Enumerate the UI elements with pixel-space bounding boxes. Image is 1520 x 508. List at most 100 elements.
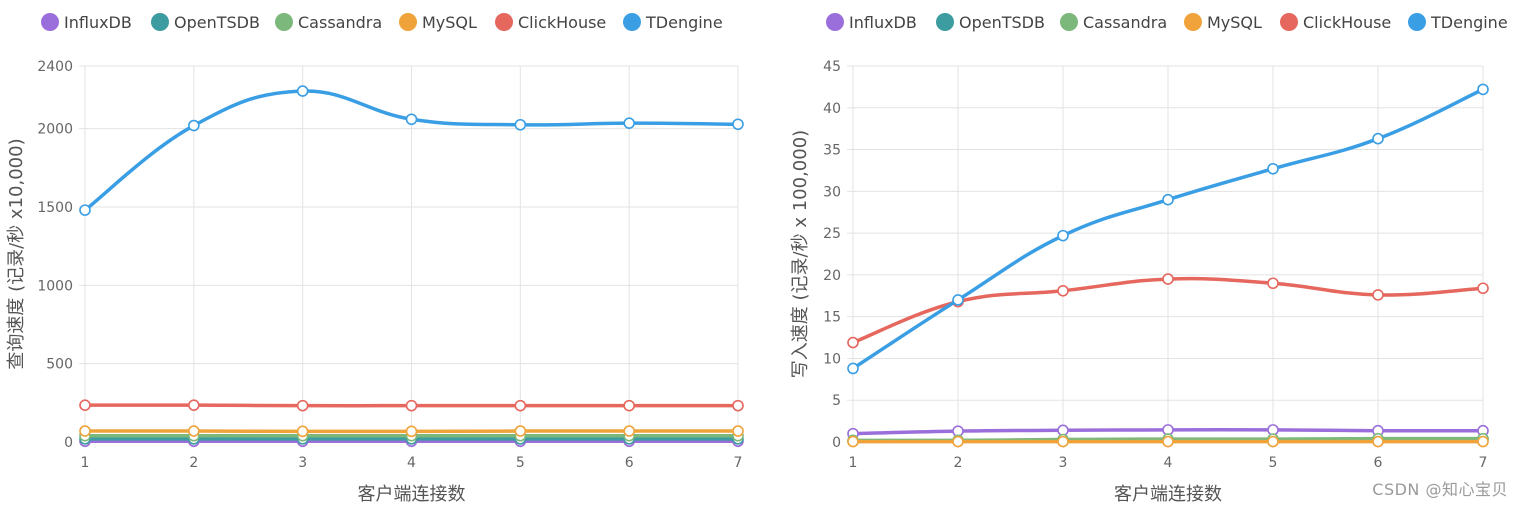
query-chart-x-tick-label: 7	[734, 455, 743, 471]
query-chart-x-tick-label: 5	[516, 455, 525, 471]
write-chart-legend: InfluxDB OpenTSDB Cassandra MySQL ClickHouse…	[826, 13, 1508, 32]
query-chart-y-tick-label: 2400	[37, 59, 73, 75]
write-speed-chart: InfluxDB OpenTSDB Cassandra MySQL ClickHouse…	[760, 0, 1520, 508]
write-chart-x-axis-title: 客户端连接数	[1114, 484, 1222, 505]
query-chart-point-clickhouse-6[interactable]	[623, 399, 635, 412]
write-chart-legend-label-clickhouse: ClickHouse	[1303, 13, 1391, 32]
query-chart-point-clickhouse-4[interactable]	[405, 399, 418, 412]
write-chart-point-tdengine-2[interactable]	[952, 294, 964, 306]
write-chart-point-clickhouse-1[interactable]	[847, 336, 859, 349]
query-chart-point-tdengine-6[interactable]	[623, 117, 635, 129]
query-chart-legend-item-cassandra[interactable]: Cassandra	[275, 13, 382, 32]
write-chart-legend-label-tdengine: TDengine	[1430, 13, 1508, 32]
query-chart-point-tdengine-7[interactable]	[732, 118, 744, 131]
query-chart-legend-swatch-tdengine	[623, 13, 641, 31]
write-chart-x-tick-label: 7	[1479, 455, 1488, 471]
write-chart-series-tdengine	[847, 83, 1489, 375]
query-chart-legend-swatch-mysql	[399, 13, 417, 31]
write-chart-y-axis-title: 写入速度 (记录/秒 x 100,000)	[790, 130, 811, 378]
write-chart-point-clickhouse-4[interactable]	[1162, 273, 1174, 285]
query-chart-point-mysql-1[interactable]	[79, 425, 91, 437]
query-chart-legend-item-opentsdb[interactable]: OpenTSDB	[151, 13, 260, 32]
query-chart-legend-label-tdengine: TDengine	[645, 13, 723, 32]
write-chart-legend-label-cassandra: Cassandra	[1083, 13, 1167, 32]
query-chart-legend-item-tdengine[interactable]: TDengine	[623, 13, 723, 32]
query-chart-point-tdengine-1[interactable]	[79, 204, 91, 216]
write-chart-x-tick-label: 2	[954, 455, 963, 471]
query-chart-point-tdengine-4[interactable]	[405, 113, 418, 126]
query-chart-point-mysql-6[interactable]	[623, 425, 635, 437]
write-chart-y-tick-label: 10	[823, 351, 841, 367]
query-chart-legend-item-influxdb[interactable]: InfluxDB	[41, 13, 132, 32]
write-chart-point-tdengine-4[interactable]	[1162, 193, 1174, 206]
write-chart-point-mysql-7[interactable]	[1477, 435, 1489, 448]
query-chart-legend-item-clickhouse[interactable]: ClickHouse	[495, 13, 606, 32]
query-chart-legend-label-clickhouse: ClickHouse	[518, 13, 606, 32]
write-chart-point-clickhouse-7[interactable]	[1477, 282, 1489, 295]
query-chart-point-mysql-5[interactable]	[514, 425, 527, 437]
write-chart-legend-swatch-tdengine	[1408, 13, 1426, 31]
write-chart-y-tick-label: 30	[823, 184, 841, 200]
query-speed-chart: InfluxDB OpenTSDB Cassandra MySQL ClickHouse…	[6, 13, 744, 505]
write-chart-point-mysql-4[interactable]	[1162, 435, 1174, 448]
write-chart-point-tdengine-3[interactable]	[1057, 229, 1069, 242]
write-chart-point-mysql-5[interactable]	[1267, 435, 1279, 448]
query-chart-point-clickhouse-1[interactable]	[79, 399, 91, 411]
write-chart-grid	[847, 65, 1484, 448]
query-chart-point-mysql-4[interactable]	[405, 425, 418, 438]
query-chart-point-mysql-7[interactable]	[732, 425, 744, 437]
query-chart-point-clickhouse-3[interactable]	[296, 399, 309, 412]
write-chart-point-tdengine-6[interactable]	[1372, 132, 1384, 145]
query-chart-y-tick-label: 2000	[37, 122, 73, 138]
query-chart-point-clickhouse-2[interactable]	[188, 399, 200, 411]
write-chart-legend-item-opentsdb[interactable]: OpenTSDB	[936, 13, 1045, 32]
write-chart-legend-swatch-mysql	[1184, 13, 1202, 31]
query-chart-y-tick-label: 1000	[37, 278, 73, 294]
write-chart-legend-item-tdengine[interactable]: TDengine	[1408, 13, 1508, 32]
query-chart-point-tdengine-3[interactable]	[296, 85, 309, 97]
query-chart-point-mysql-2[interactable]	[188, 425, 200, 437]
write-chart-legend-item-mysql[interactable]: MySQL	[1184, 13, 1262, 32]
write-chart-y-tick-label: 35	[823, 143, 841, 159]
write-chart-point-clickhouse-3[interactable]	[1057, 284, 1069, 297]
write-chart-point-mysql-3[interactable]	[1057, 435, 1069, 448]
write-chart-y-tick-label: 0	[832, 435, 841, 451]
query-chart-x-tick-label: 4	[407, 455, 416, 471]
query-chart-y-tick-label: 0	[64, 435, 73, 451]
write-chart-point-tdengine-7[interactable]	[1477, 83, 1489, 96]
write-chart-y-tick-label: 5	[832, 393, 841, 409]
write-chart-point-clickhouse-6[interactable]	[1372, 289, 1384, 301]
query-chart-series-mysql	[79, 425, 744, 438]
query-chart-legend-label-mysql: MySQL	[422, 13, 477, 32]
query-chart-x-axis-title: 客户端连接数	[358, 484, 466, 505]
write-chart-legend-swatch-cassandra	[1060, 13, 1078, 31]
query-chart-point-clickhouse-5[interactable]	[514, 399, 527, 412]
write-chart-point-mysql-6[interactable]	[1372, 435, 1384, 448]
write-chart-point-tdengine-1[interactable]	[847, 362, 859, 375]
query-chart-point-tdengine-2[interactable]	[188, 119, 200, 132]
write-chart-y-tick-label: 15	[823, 310, 841, 326]
query-chart-point-mysql-3[interactable]	[296, 425, 309, 438]
write-chart-point-clickhouse-5[interactable]	[1267, 277, 1279, 290]
write-chart-y-tick-label: 20	[823, 268, 841, 284]
write-chart-point-tdengine-5[interactable]	[1267, 162, 1279, 175]
write-chart-y-tick-label: 45	[823, 59, 841, 75]
write-chart-legend-item-cassandra[interactable]: Cassandra	[1060, 13, 1167, 32]
write-chart-legend-item-clickhouse[interactable]: ClickHouse	[1280, 13, 1391, 32]
query-chart-legend-label-influxdb: InfluxDB	[64, 13, 132, 32]
write-chart-x-tick-label: 1	[849, 455, 858, 471]
query-chart-legend-swatch-cassandra	[275, 13, 293, 31]
write-chart-point-mysql-1[interactable]	[847, 435, 859, 448]
query-chart-x-tick-label: 2	[189, 455, 198, 471]
write-chart-legend-label-mysql: MySQL	[1207, 13, 1262, 32]
write-chart-point-mysql-2[interactable]	[952, 435, 964, 448]
write-chart-y-tick-label: 25	[823, 226, 841, 242]
query-chart-x-tick-label: 6	[625, 455, 634, 471]
query-chart-point-clickhouse-7[interactable]	[732, 399, 744, 412]
query-chart-point-tdengine-5[interactable]	[514, 118, 527, 131]
write-chart-legend-label-influxdb: InfluxDB	[849, 13, 917, 32]
query-chart-legend-item-mysql[interactable]: MySQL	[399, 13, 477, 32]
write-chart-legend-item-influxdb[interactable]: InfluxDB	[826, 13, 917, 32]
query-chart-y-tick-label: 500	[46, 357, 73, 373]
query-chart-legend-swatch-opentsdb	[151, 13, 169, 31]
